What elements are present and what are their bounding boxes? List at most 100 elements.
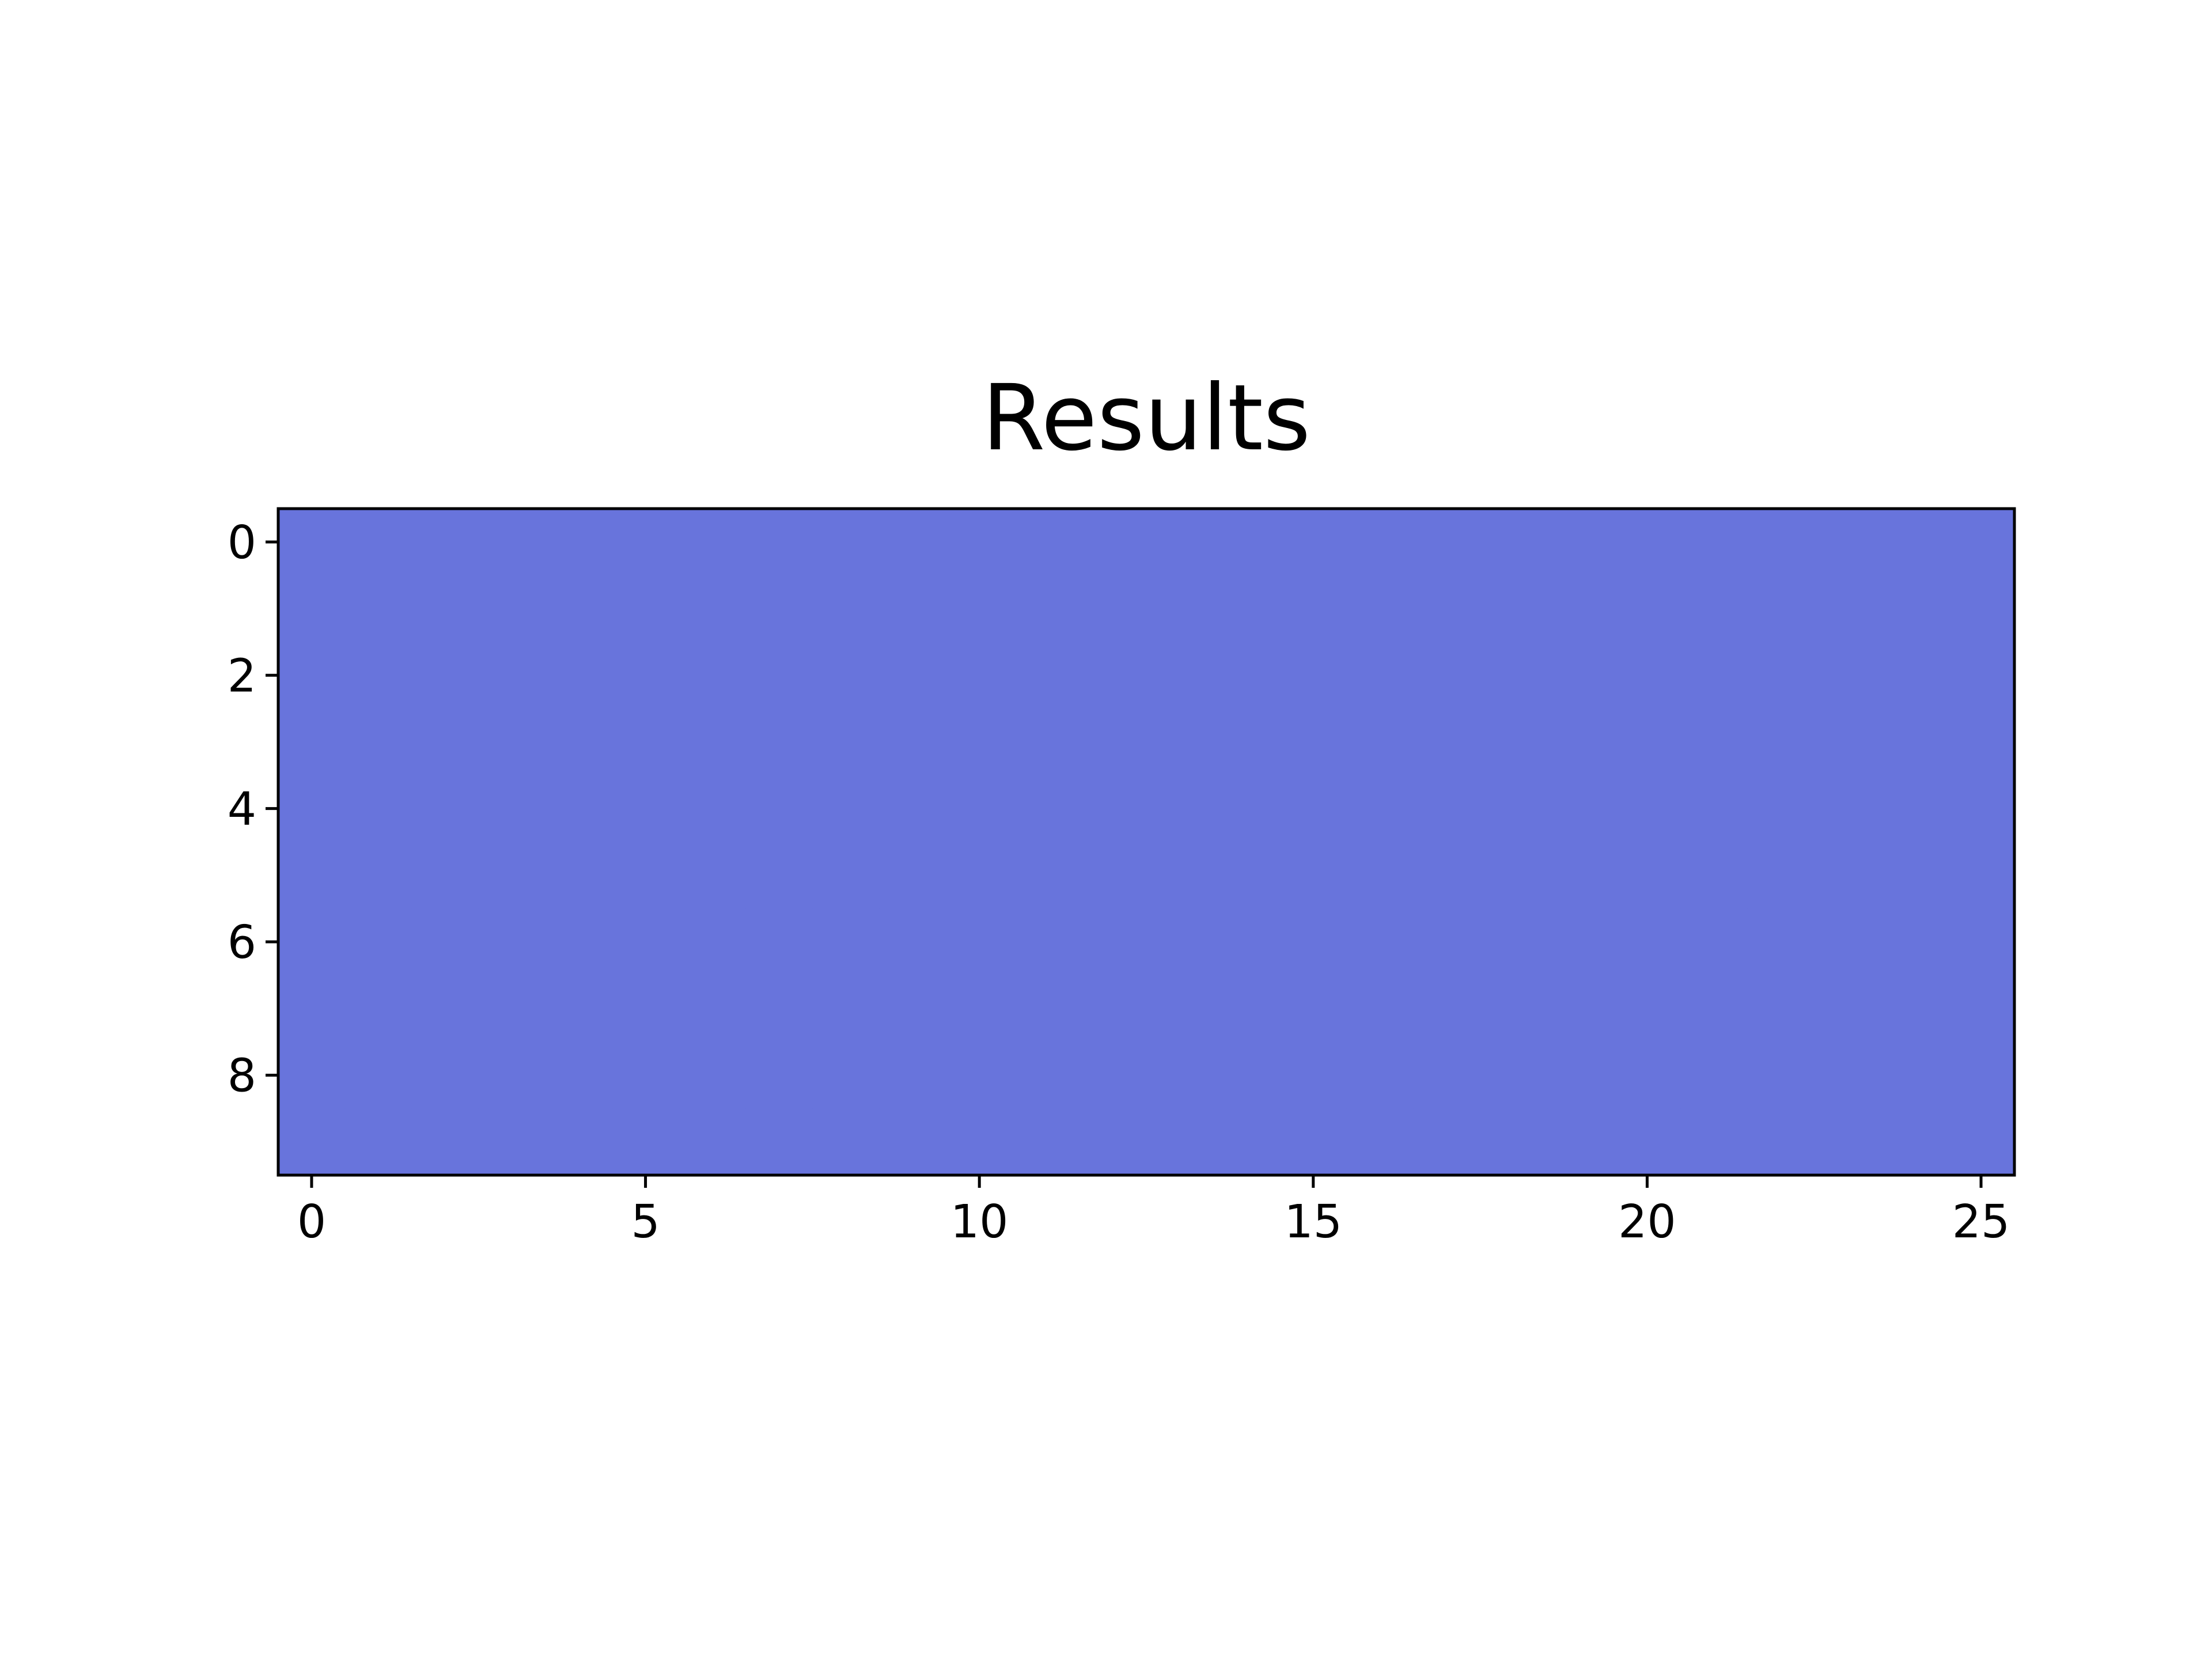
heatmap-cell	[545, 908, 613, 976]
heatmap-cell	[1080, 1041, 1147, 1109]
heatmap-cell	[1948, 775, 2015, 843]
heatmap-cell	[679, 575, 747, 642]
heatmap-cell	[1613, 709, 1681, 776]
heatmap-cell	[278, 908, 346, 976]
heatmap-cell	[411, 642, 479, 709]
heatmap-cell	[679, 842, 747, 909]
heatmap-cell	[344, 642, 412, 709]
heatmap-cell	[946, 575, 1013, 642]
heatmap-cell	[478, 842, 546, 909]
x-axis: 0 5 10 15 20 25	[297, 1175, 2010, 1248]
y-tick-label: 6	[228, 916, 256, 969]
heatmap-cell	[411, 1041, 479, 1109]
heatmap-cell	[1613, 842, 1681, 909]
heatmap-cell	[1814, 775, 1881, 843]
heatmap-cell	[1480, 509, 1548, 576]
heatmap-cell	[1680, 509, 1748, 576]
heatmap-cell	[1547, 775, 1615, 843]
heatmap-cell	[1747, 908, 1815, 976]
heatmap-cell	[1346, 1108, 1414, 1176]
heatmap-cell	[1080, 575, 1147, 642]
heatmap-cell	[1146, 575, 1214, 642]
heatmap-cell	[1146, 775, 1214, 843]
heatmap-cell	[1948, 842, 2015, 909]
heatmap-cell	[1948, 642, 2015, 709]
heatmap-cell	[411, 908, 479, 976]
heatmap-cell	[1613, 575, 1681, 642]
heatmap-cell	[1213, 709, 1281, 776]
heatmap-cell	[1747, 642, 1815, 709]
heatmap-cell	[1480, 642, 1548, 709]
heatmap-cell	[1213, 908, 1281, 976]
heatmap-cell	[1346, 709, 1414, 776]
heatmap-cell	[1013, 908, 1080, 976]
heatmap-cell	[1881, 842, 1948, 909]
heatmap-cell	[1747, 709, 1815, 776]
heatmap-cell	[1413, 509, 1481, 576]
heatmap-cell	[1881, 1041, 1948, 1109]
heatmap-cell	[946, 1041, 1013, 1109]
heatmap-cell	[344, 1041, 412, 1109]
heatmap-cell	[1413, 1108, 1481, 1176]
heatmap-cell	[1146, 1108, 1214, 1176]
heatmap-cells	[278, 509, 2015, 1176]
heatmap-cell	[1680, 575, 1748, 642]
heatmap-cell	[612, 509, 680, 576]
heatmap-cell	[1613, 1041, 1681, 1109]
heatmap-cell	[1013, 842, 1080, 909]
heatmap-cell	[478, 775, 546, 843]
heatmap-cell	[545, 575, 613, 642]
heatmap-cell	[879, 908, 946, 976]
heatmap-cell	[1680, 775, 1748, 843]
heatmap-cell	[1013, 1041, 1080, 1109]
heatmap-cell	[679, 1108, 747, 1176]
heatmap-cell	[545, 975, 613, 1043]
heatmap-cell	[411, 842, 479, 909]
heatmap-cell	[1613, 1108, 1681, 1176]
heatmap-cell	[1279, 709, 1347, 776]
heatmap-cell	[1213, 1041, 1281, 1109]
heatmap-cell	[745, 975, 813, 1043]
heatmap-cell	[1480, 709, 1548, 776]
heatmap-cell	[745, 1041, 813, 1109]
heatmap-cell	[1547, 575, 1615, 642]
heatmap-cell	[1680, 842, 1748, 909]
heatmap-cell	[1213, 575, 1281, 642]
heatmap-cell	[1013, 642, 1080, 709]
heatmap-cell	[1613, 509, 1681, 576]
heatmap-cell	[278, 575, 346, 642]
heatmap-cell	[1747, 509, 1815, 576]
heatmap-cell	[946, 709, 1013, 776]
heatmap-cell	[1881, 908, 1948, 976]
heatmap-cell	[1613, 775, 1681, 843]
heatmap-cell	[1881, 775, 1948, 843]
heatmap-cell	[1814, 709, 1881, 776]
heatmap-cell	[1747, 575, 1815, 642]
heatmap-cell	[1948, 1041, 2015, 1109]
heatmap-cell	[344, 842, 412, 909]
heatmap-cell	[1013, 775, 1080, 843]
heatmap-cell	[1279, 642, 1347, 709]
y-tick-label: 8	[228, 1049, 256, 1102]
heatmap-cell	[1013, 509, 1080, 576]
heatmap-cell	[1213, 975, 1281, 1043]
heatmap-cell	[1080, 1108, 1147, 1176]
heatmap-cell	[1747, 775, 1815, 843]
heatmap-cell	[1346, 908, 1414, 976]
heatmap-cell	[946, 975, 1013, 1043]
heatmap-cell	[1480, 908, 1548, 976]
heatmap-cell	[879, 1108, 946, 1176]
heatmap-cell	[1080, 908, 1147, 976]
heatmap-cell	[1547, 709, 1615, 776]
heatmap-cell	[1413, 642, 1481, 709]
heatmap-cell	[1146, 908, 1214, 976]
x-tick-label: 5	[631, 1195, 660, 1248]
heatmap-cell	[1080, 709, 1147, 776]
heatmap-cell	[946, 509, 1013, 576]
heatmap-cell	[1680, 642, 1748, 709]
heatmap-cell	[1881, 642, 1948, 709]
heatmap-cell	[278, 709, 346, 776]
heatmap-cell	[1146, 709, 1214, 776]
heatmap-cell	[879, 642, 946, 709]
heatmap-cell	[1413, 775, 1481, 843]
